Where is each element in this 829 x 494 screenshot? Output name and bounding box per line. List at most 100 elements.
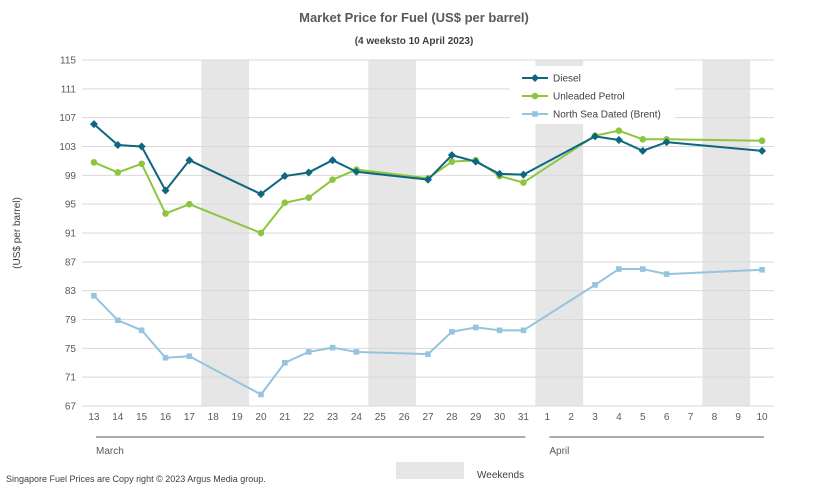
x-tick-label: 20 — [255, 412, 267, 423]
weekends-key-label: Weekends — [477, 470, 524, 481]
data-point — [639, 135, 647, 143]
chart-subtitle: (4 weeksto 10 April 2023) — [355, 36, 474, 47]
x-tick-label: 23 — [327, 412, 339, 423]
y-tick-label: 115 — [60, 56, 76, 67]
legend-swatch-marker — [531, 92, 539, 100]
data-point — [258, 391, 264, 398]
series-diesel — [89, 120, 767, 199]
x-tick-label: 15 — [136, 412, 148, 423]
data-point — [758, 137, 766, 145]
data-point — [472, 324, 479, 331]
data-point — [616, 266, 622, 272]
y-tick-label: 111 — [61, 84, 77, 95]
y-tick-label: 79 — [65, 315, 77, 326]
data-point — [758, 146, 767, 155]
x-tick-label: 29 — [470, 412, 482, 423]
x-tick-label: 9 — [735, 412, 741, 423]
data-point — [185, 156, 194, 165]
data-point — [329, 344, 336, 351]
data-point — [256, 190, 265, 199]
data-point — [281, 199, 289, 207]
x-tick-label: 31 — [518, 412, 530, 423]
data-point — [162, 210, 169, 217]
x-tick-label: 16 — [160, 412, 172, 423]
y-tick-label: 83 — [65, 286, 77, 297]
data-point — [520, 327, 527, 334]
legend: Diesel Unleaded Petrol North Sea Dated (Br… — [510, 66, 675, 124]
x-tick-label: 22 — [303, 412, 315, 423]
data-point — [186, 353, 193, 360]
chart-title: Market Price for Fuel (US$ per barrel) — [299, 10, 529, 25]
x-tick-label: 25 — [375, 412, 387, 423]
data-point — [257, 229, 265, 237]
x-tick-label: 28 — [446, 412, 458, 423]
data-point — [448, 158, 456, 165]
data-point — [638, 146, 647, 155]
legend-label: Diesel — [553, 74, 581, 85]
data-point — [449, 328, 455, 335]
x-tick-label: 30 — [494, 412, 506, 423]
data-point — [353, 349, 360, 355]
data-point — [519, 170, 528, 179]
data-point — [495, 169, 504, 178]
data-point — [591, 132, 600, 141]
data-point — [520, 179, 527, 186]
legend-label: North Sea Dated (Brent) — [553, 110, 661, 121]
series-north-sea-dated-brent- — [91, 266, 765, 398]
data-point — [447, 151, 456, 160]
x-tick-label: 13 — [88, 412, 100, 423]
data-point — [137, 142, 146, 151]
data-point — [328, 156, 337, 165]
data-point — [614, 136, 623, 145]
legend-swatch-marker — [531, 74, 539, 82]
x-tick-label: 3 — [592, 412, 598, 423]
data-point — [496, 327, 503, 334]
data-point — [113, 141, 122, 150]
data-point — [759, 266, 765, 273]
x-tick-label: 7 — [688, 412, 694, 423]
data-point — [424, 175, 432, 184]
month-label: April — [549, 446, 569, 457]
series-line — [93, 123, 763, 196]
x-tick-label: 18 — [208, 412, 220, 423]
x-tick-label: 5 — [640, 412, 646, 423]
data-point — [352, 167, 361, 176]
data-point — [662, 138, 671, 147]
data-point — [329, 176, 336, 183]
data-point — [592, 282, 598, 288]
x-tick-label: 1 — [545, 412, 551, 423]
data-point — [138, 160, 145, 168]
data-point — [280, 172, 289, 181]
x-tick-label: 4 — [616, 412, 622, 423]
series-line — [93, 129, 763, 234]
data-point — [282, 359, 288, 366]
data-point — [425, 351, 431, 357]
data-point — [305, 194, 312, 201]
x-tick-label: 2 — [568, 412, 574, 423]
copyright-footer: Singapore Fuel Prices are Copy right © 2… — [6, 474, 266, 484]
data-point — [89, 120, 98, 129]
y-tick-label: 99 — [65, 171, 77, 182]
data-series — [89, 120, 767, 398]
data-point — [91, 292, 97, 299]
data-point — [162, 354, 169, 361]
data-point — [471, 157, 480, 166]
x-tick-label: 27 — [422, 412, 434, 423]
y-axis-ticks: 67 71 75 79 83 87 91 95 99 103 107 111 115 — [59, 56, 76, 413]
series-unleaded-petrol — [90, 127, 766, 237]
data-point — [663, 271, 670, 277]
x-axis-ticks: 13 14 15 16 17 18 19 20 21 22 23 24 25 26 27 28 29 30 31 1 2… — [88, 412, 768, 423]
y-tick-label: 103 — [59, 142, 76, 153]
data-point — [114, 169, 122, 176]
y-axis-label: (US$ per barrel) — [12, 197, 23, 269]
legend-swatch-marker — [532, 111, 538, 117]
data-point — [615, 127, 623, 134]
data-point — [304, 168, 313, 177]
legend-label: Unleaded Petrol — [553, 92, 625, 103]
month-axis: March April — [96, 436, 764, 457]
x-tick-label: 26 — [399, 412, 411, 423]
x-tick-label: 24 — [351, 412, 363, 423]
data-point — [161, 186, 170, 195]
x-tick-label: 8 — [712, 412, 718, 423]
